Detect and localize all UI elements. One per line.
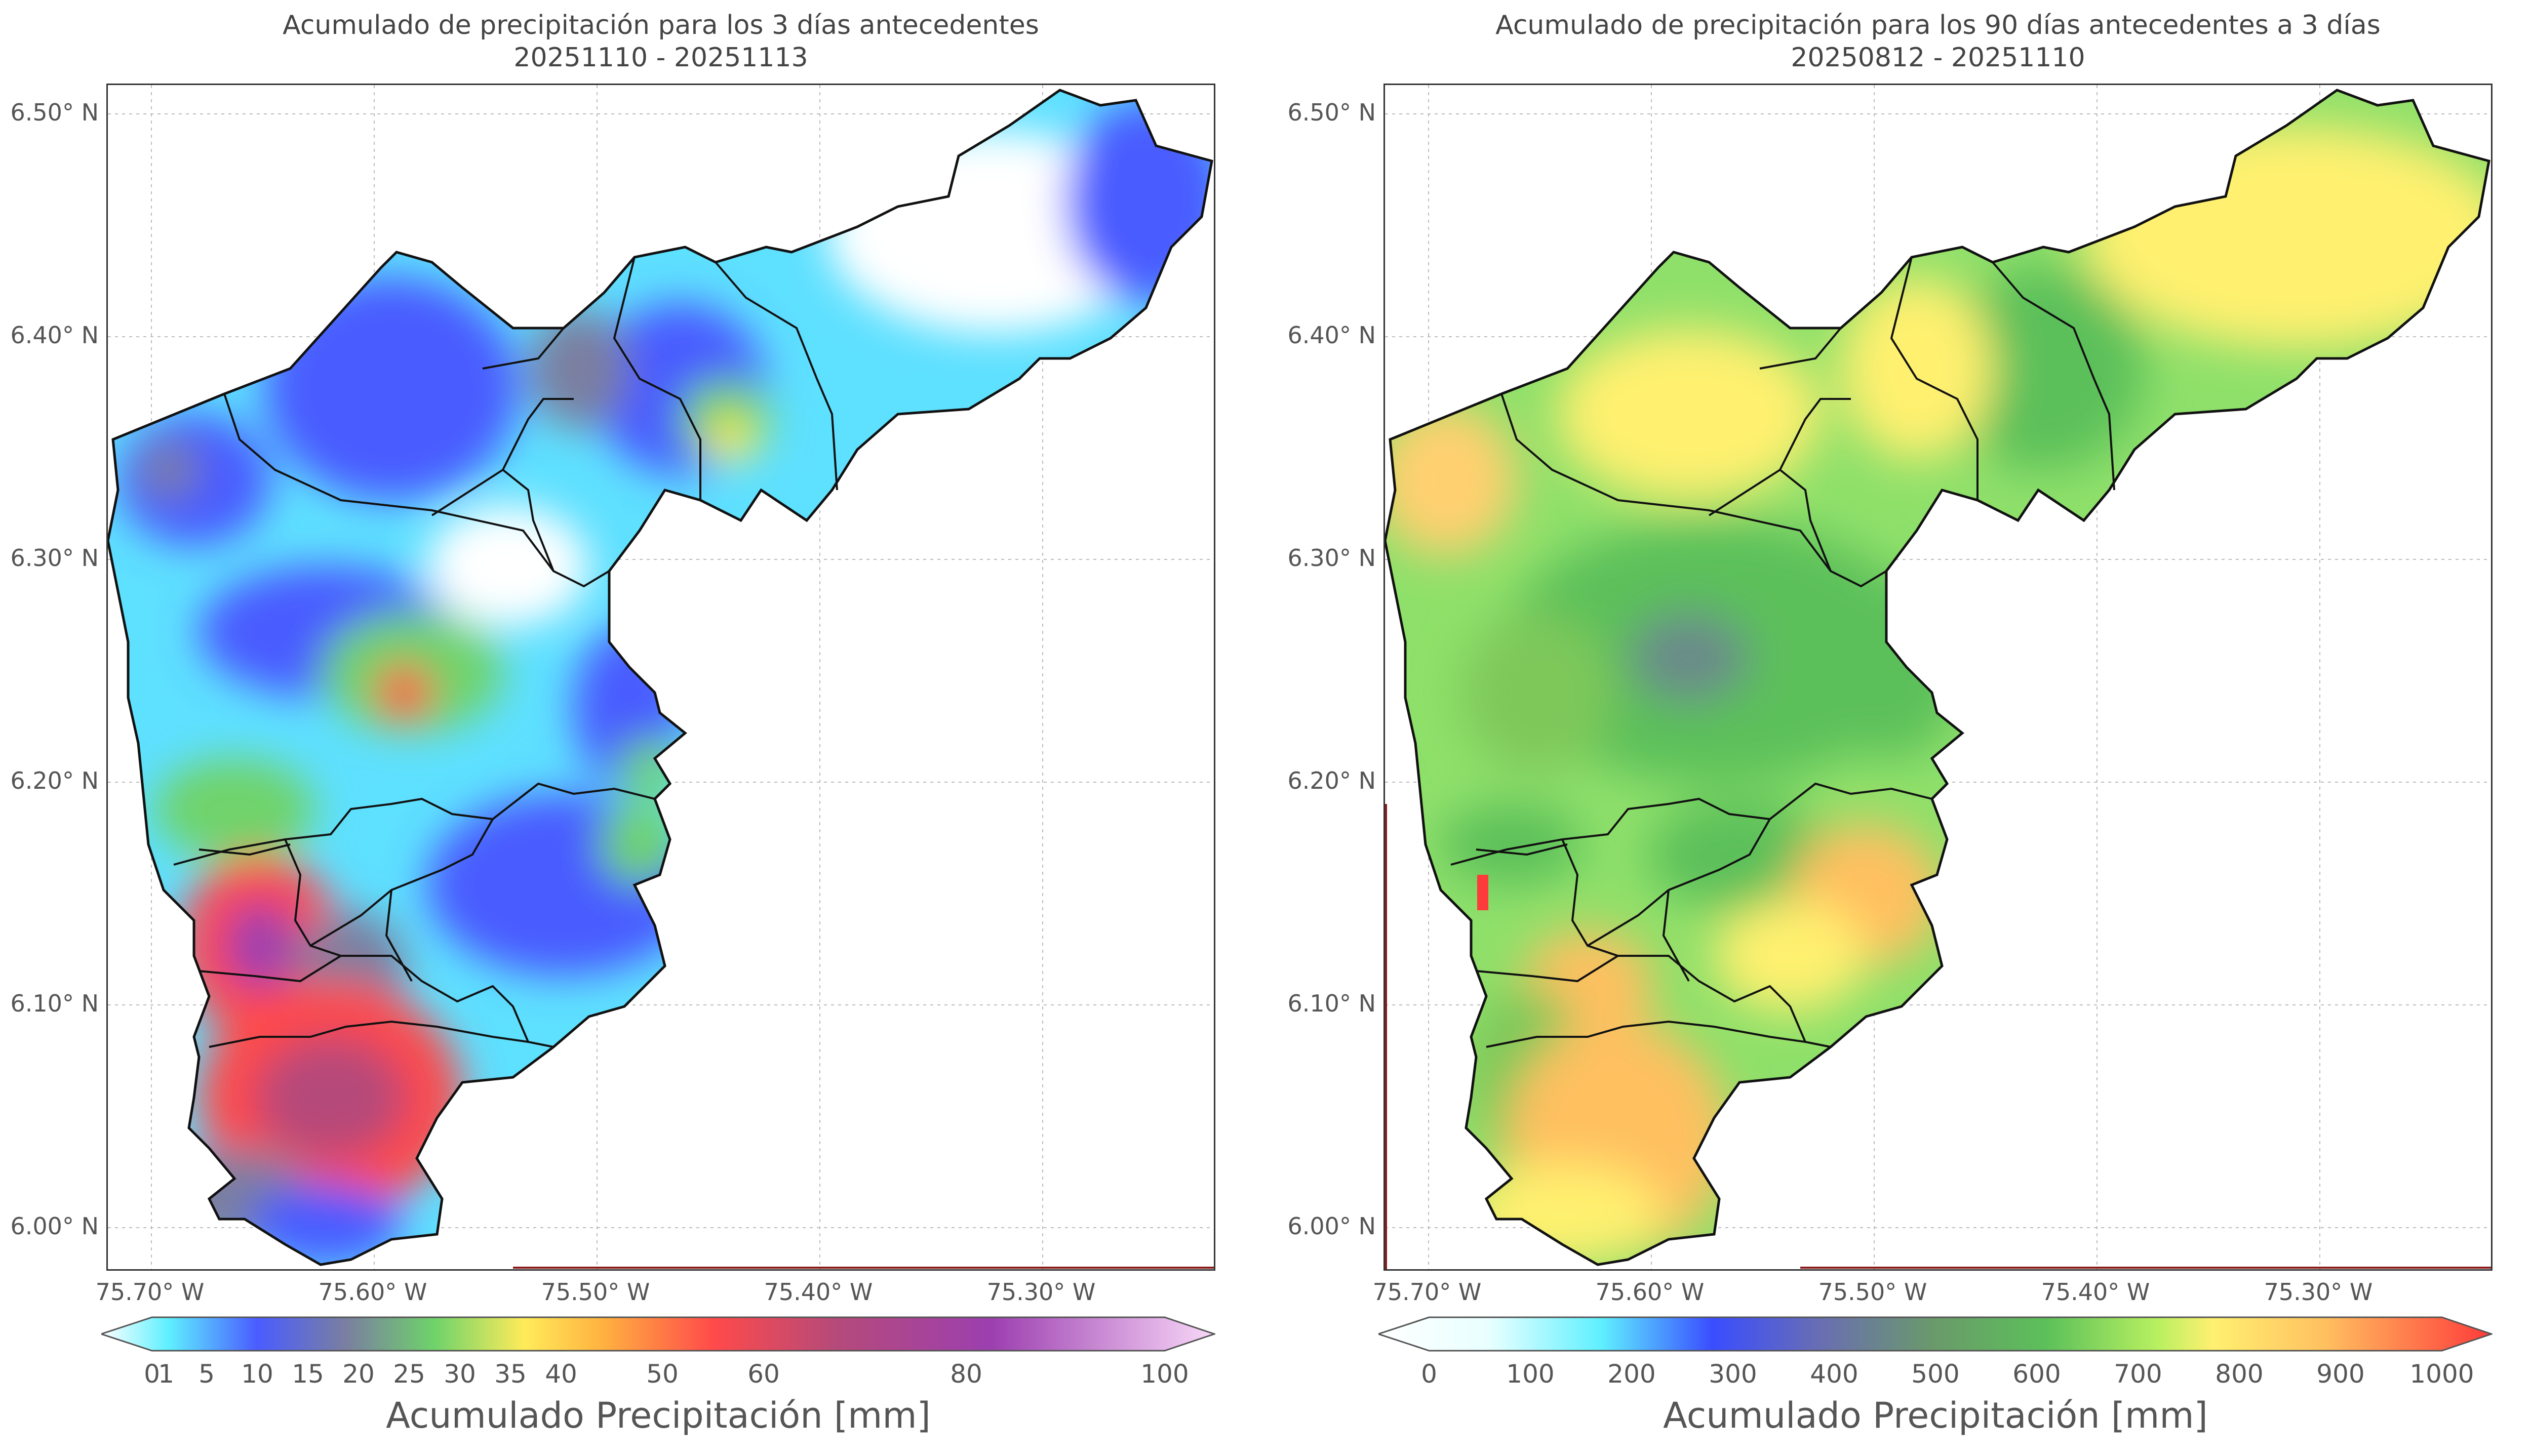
y-tick-label: 6.50° N: [1287, 99, 1376, 126]
colorbar-tick: 700: [2114, 1359, 2162, 1389]
colorbar-tick: 15: [292, 1359, 324, 1389]
colorbar-label: Acumulado Precipitación [mm]: [1663, 1395, 2208, 1436]
colorbar-tick: 100: [1506, 1359, 1555, 1389]
sub-basin-boundaries: [1450, 257, 2115, 1048]
colorbar-tick: 80: [950, 1359, 982, 1389]
y-tick-label: 6.30° N: [1287, 544, 1376, 572]
colorbar: [101, 1316, 1215, 1352]
y-tick-label: 6.40° N: [1287, 321, 1376, 349]
colorbar-tick: 100: [1140, 1359, 1189, 1389]
basin-outline: [1385, 89, 2490, 1266]
x-tick-label: 75.70° W: [1372, 1278, 1482, 1306]
map-title: Acumulado de precipitación para los 90 d…: [1383, 9, 2493, 74]
colorbar-tick: 60: [747, 1359, 780, 1389]
colorbar-ticks: 0 1 5 10 15 20 25 30 35 40 50 60 80 100: [101, 1359, 1215, 1390]
colorbar-tick: 600: [2012, 1359, 2061, 1389]
colorbar-tick: 30: [444, 1359, 476, 1389]
colorbar-tick: 25: [393, 1359, 425, 1389]
colorbar-tick: 200: [1607, 1359, 1656, 1389]
colorbar-tick: 40: [545, 1359, 577, 1389]
map-canvas: [1385, 85, 2491, 1269]
x-tick-label: 75.60° W: [1595, 1278, 1705, 1306]
map-canvas: [108, 85, 1214, 1269]
colorbar-tick: 5: [199, 1359, 215, 1389]
colorbar: [1378, 1316, 2493, 1352]
colorbar-ticks: 0 100 200 300 400 500 600 700 800 900 10…: [1378, 1359, 2493, 1390]
y-tick-label: 6.30° N: [10, 544, 99, 572]
y-tick-label: 6.20° N: [10, 767, 99, 794]
colorbar-tick: 35: [494, 1359, 527, 1389]
colorbar-tick: 10: [241, 1359, 273, 1389]
precipitation-field: [1385, 90, 2489, 1265]
colorbar-tick: 900: [2316, 1359, 2365, 1389]
x-tick-label: 75.30° W: [2264, 1278, 2373, 1306]
colorbar-tick: 1000: [2409, 1359, 2474, 1389]
precipitation-map-3-days: [106, 84, 1215, 1271]
x-tick-label: 75.70° W: [95, 1278, 205, 1306]
map-title-line-2: 20251110 - 20251113: [513, 43, 808, 73]
y-tick-label: 6.10° N: [1287, 990, 1376, 1017]
x-tick-label: 75.60° W: [318, 1278, 427, 1306]
colorbar-label: Acumulado Precipitación [mm]: [386, 1395, 931, 1436]
colorbar-tick: 0: [144, 1359, 160, 1389]
colorbar-tick: 300: [1709, 1359, 1757, 1389]
y-tick-label: 6.00° N: [1287, 1212, 1376, 1240]
x-tick-label: 75.40° W: [2041, 1278, 2150, 1306]
y-tick-label: 6.40° N: [10, 321, 99, 349]
colorbar-tick: 800: [2215, 1359, 2264, 1389]
x-tick-label: 75.40° W: [764, 1278, 873, 1306]
map-panel-90-days: Acumulado de precipitación para los 90 d…: [1277, 0, 2532, 1456]
y-tick-label: 6.50° N: [10, 99, 99, 126]
map-title-line-1: Acumulado de precipitación para los 3 dí…: [283, 10, 1039, 41]
colorbar-tick: 1: [158, 1359, 174, 1389]
colorbar-tick: 50: [646, 1359, 679, 1389]
colorbar-tick: 400: [1810, 1359, 1858, 1389]
map-panel-3-days: Acumulado de precipitación para los 3 dí…: [10, 9, 1215, 1436]
map-title-line-1: Acumulado de precipitación para los 90 d…: [1495, 10, 2381, 41]
colorbar-tick: 20: [342, 1359, 375, 1389]
basin-outline: [108, 89, 1213, 1266]
x-tick-label: 75.50° W: [541, 1278, 650, 1306]
y-tick-label: 6.20° N: [1287, 767, 1376, 794]
x-tick-label: 75.30° W: [986, 1278, 1096, 1306]
colorbar-tick: 0: [1421, 1359, 1437, 1389]
y-tick-label: 6.00° N: [10, 1212, 99, 1240]
sub-basin-boundaries: [173, 257, 838, 1048]
precipitation-field: [108, 90, 1212, 1265]
x-tick-label: 75.50° W: [1818, 1278, 1927, 1306]
y-tick-label: 6.10° N: [10, 990, 99, 1017]
map-title-line-2: 20250812 - 20251110: [1791, 43, 2085, 73]
colorbar-tick: 500: [1911, 1359, 1960, 1389]
precipitation-map-90-days: [1383, 84, 2493, 1271]
map-title: Acumulado de precipitación para los 3 dí…: [106, 9, 1215, 74]
